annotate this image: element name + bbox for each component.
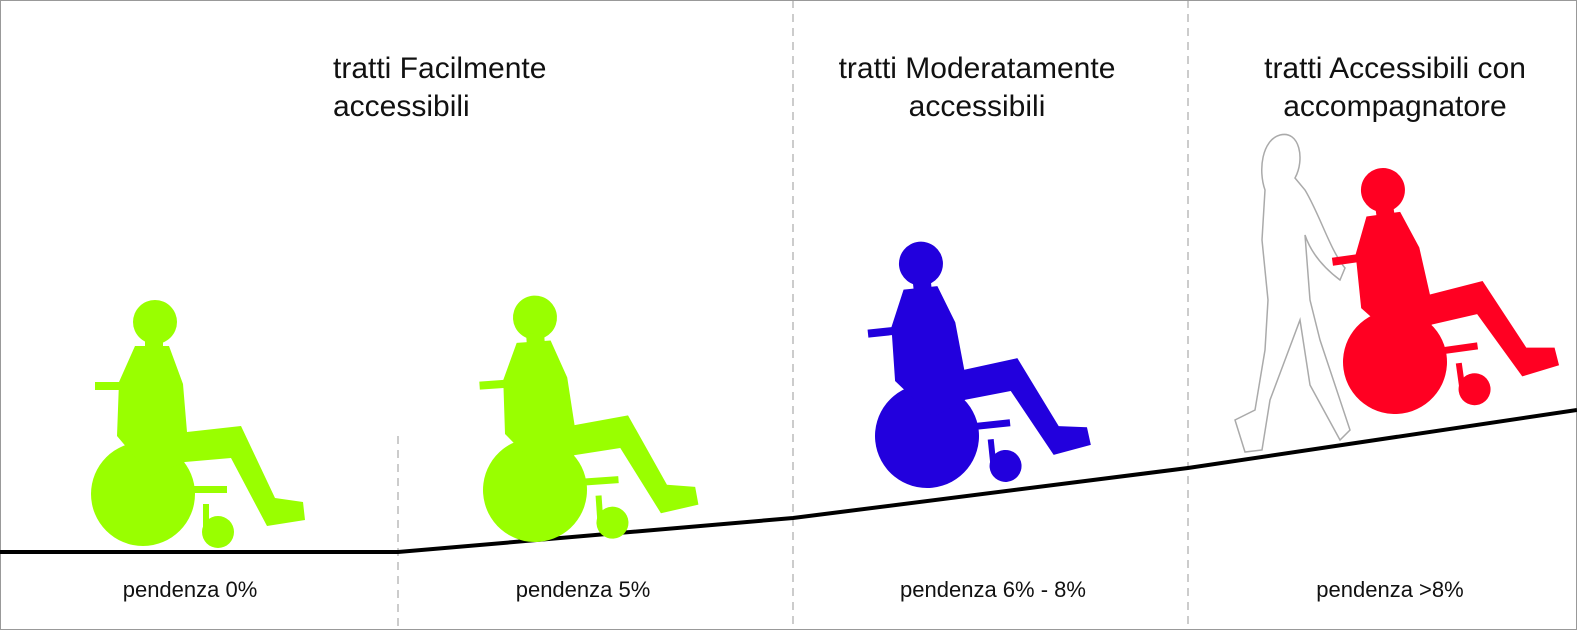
section-title: accompagnatore [1283, 90, 1506, 123]
section-title: tratti Facilmente [333, 52, 546, 85]
wheelchair-icon [91, 300, 305, 548]
section-title: accessibili [909, 90, 1046, 123]
diagram: tratti Facilmente accessibili tratti Mod… [0, 0, 1577, 630]
slope-label: pendenza 6% - 8% [900, 577, 1086, 602]
companion-icon [1235, 134, 1350, 452]
wheelchair-icon [1317, 147, 1563, 422]
slope-label: pendenza 0% [123, 577, 258, 602]
slope-label: pendenza >8% [1316, 577, 1463, 602]
wheelchair-icon [470, 285, 701, 547]
section-title: tratti Moderatamente [839, 52, 1116, 85]
slope-label: pendenza 5% [516, 577, 651, 602]
wheelchair-icon [855, 226, 1094, 495]
section-title: tratti Accessibili con [1264, 52, 1526, 85]
section-title: accessibili [333, 90, 470, 123]
